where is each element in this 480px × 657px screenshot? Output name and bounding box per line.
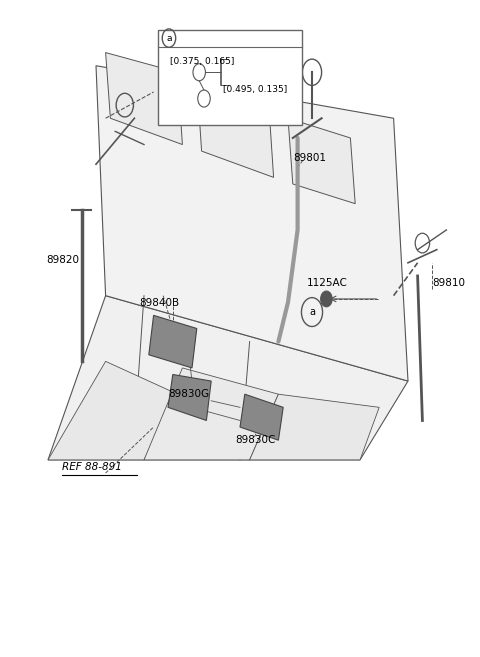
Text: 1125AC: 1125AC <box>307 278 348 288</box>
Polygon shape <box>106 53 182 145</box>
Text: 89820: 89820 <box>46 255 79 265</box>
FancyBboxPatch shape <box>158 30 302 125</box>
Text: [0.375, 0.165]: [0.375, 0.165] <box>170 57 235 66</box>
Polygon shape <box>288 118 355 204</box>
Polygon shape <box>149 315 197 368</box>
Polygon shape <box>144 368 278 460</box>
Text: a: a <box>166 34 172 43</box>
Text: 89830G: 89830G <box>168 390 209 399</box>
Polygon shape <box>96 66 408 381</box>
Polygon shape <box>197 79 274 177</box>
Text: 89801: 89801 <box>293 153 326 163</box>
Polygon shape <box>48 296 408 460</box>
Text: 89840B: 89840B <box>139 298 180 307</box>
Polygon shape <box>250 394 379 460</box>
Circle shape <box>321 291 332 307</box>
Polygon shape <box>240 394 283 440</box>
Polygon shape <box>48 361 178 460</box>
Text: 89810: 89810 <box>432 278 465 288</box>
Text: 89830C: 89830C <box>235 436 276 445</box>
Text: a: a <box>309 307 315 317</box>
Text: REF 88-891: REF 88-891 <box>62 462 122 472</box>
Polygon shape <box>168 374 211 420</box>
Text: [0.495, 0.135]: [0.495, 0.135] <box>223 85 288 94</box>
